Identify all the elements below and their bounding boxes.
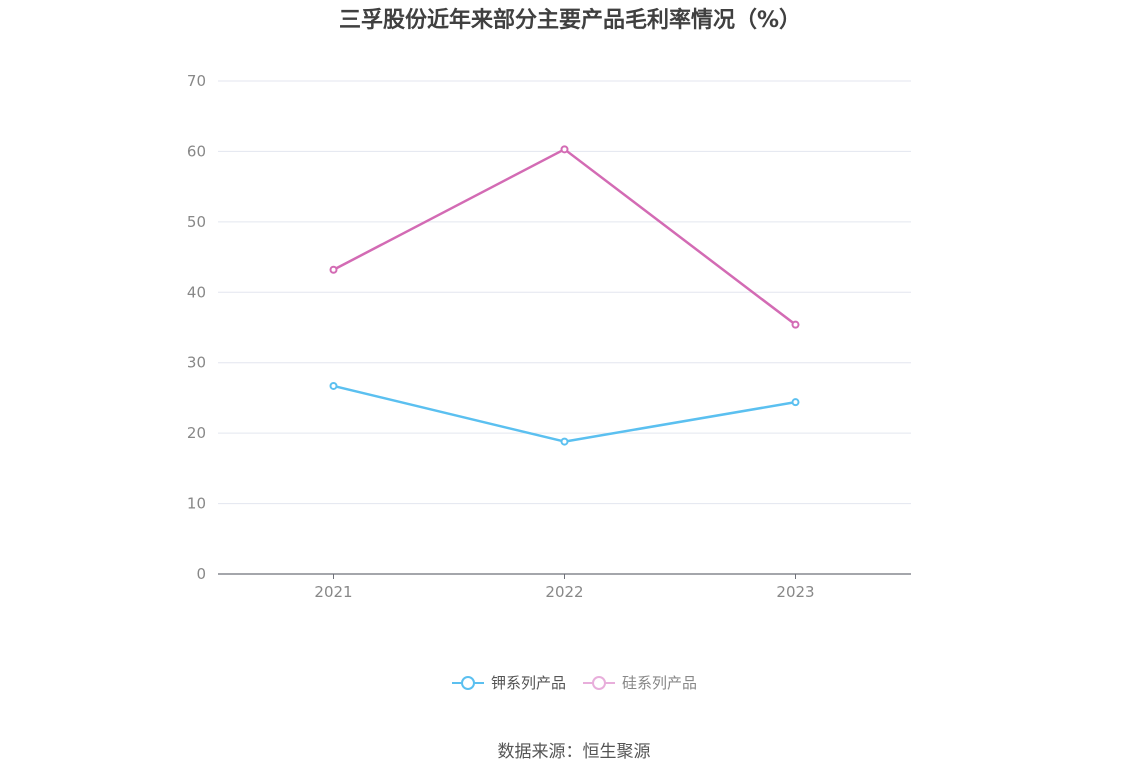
y-tick-label: 40 [187, 283, 206, 301]
data-point [329, 381, 338, 390]
x-tick-label: 2022 [545, 583, 583, 601]
x-tick-label: 2021 [314, 583, 352, 601]
y-tick-label: 10 [187, 495, 206, 513]
data-point [560, 437, 569, 446]
series-layer [329, 145, 800, 446]
series-line-1 [332, 148, 797, 326]
legend-marker-silicon [583, 675, 615, 690]
legend-item-silicon[interactable]: 硅系列产品 [582, 672, 697, 693]
legend-item-potassium[interactable]: 钾系列产品 [451, 672, 566, 693]
data-point [560, 145, 569, 154]
legend-label-potassium: 钾系列产品 [490, 674, 566, 692]
y-tick-label: 60 [187, 142, 206, 160]
y-tick-label: 50 [187, 213, 206, 231]
x-tick-label: 2023 [776, 583, 814, 601]
data-point [791, 320, 800, 329]
axis-layer: 0 10 20 30 40 50 60 70 2021 2022 2023 [187, 72, 911, 601]
y-tick-label: 30 [187, 354, 206, 372]
line-chart: 0 10 20 30 40 50 60 70 2021 2022 2023 [187, 72, 911, 601]
data-source: 数据来源：恒生聚源 [497, 742, 651, 762]
legend: 钾系列产品 硅系列产品 [0, 672, 1148, 693]
y-tick-label: 20 [187, 424, 206, 442]
y-tick-label: 0 [196, 565, 206, 583]
legend-label-silicon: 硅系列产品 [622, 674, 698, 692]
legend-marker-potassium [451, 675, 484, 690]
data-point [791, 398, 800, 407]
chart-title: 三孚股份近年来部分主要产品毛利率情况（%） [338, 8, 802, 33]
y-tick-label: 70 [187, 72, 206, 90]
data-point [329, 265, 338, 274]
